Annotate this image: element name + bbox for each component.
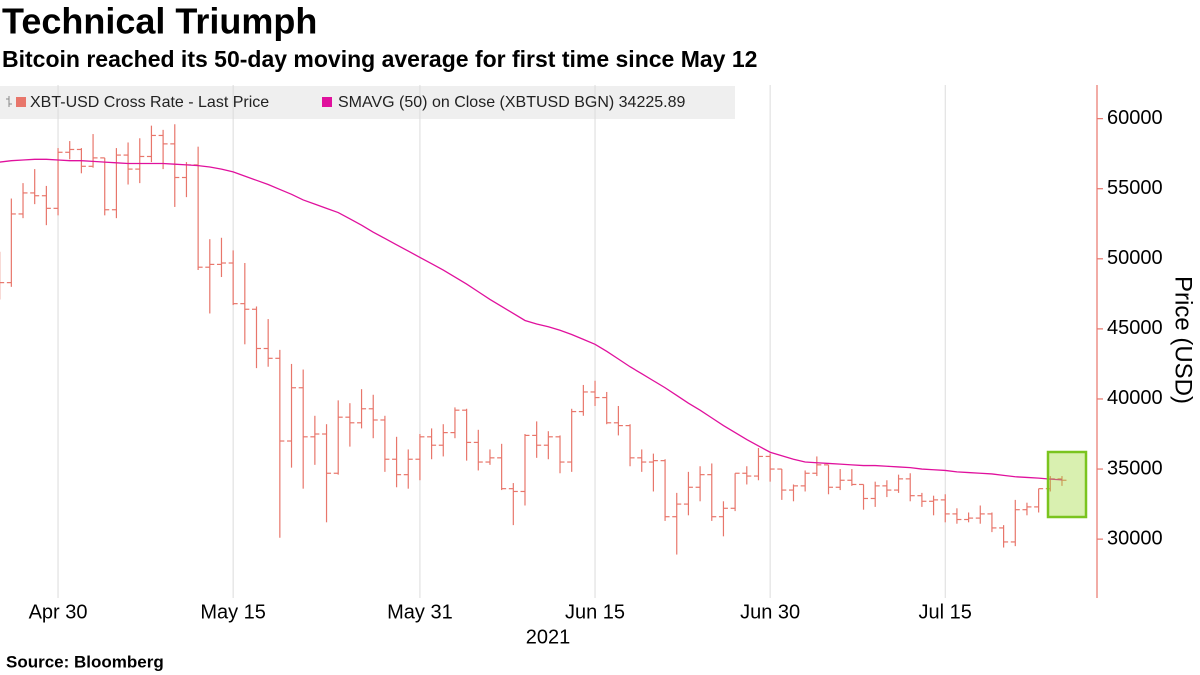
highlight-box xyxy=(1046,450,1088,519)
source: Source: Bloomberg xyxy=(6,652,164,671)
x-axis-year: 2021 xyxy=(526,626,571,648)
legend-swatch xyxy=(322,97,332,107)
x-tick-label: May 15 xyxy=(200,601,266,623)
x-tick-label: May 31 xyxy=(387,601,453,623)
legend-box xyxy=(0,86,735,119)
legend-label: SMAVG (50) on Close (XBTUSD BGN) 34225.8… xyxy=(338,94,685,111)
y-tick-label: 55000 xyxy=(1107,177,1163,199)
x-tick-label: Apr 30 xyxy=(29,601,88,623)
x-tick-label: Jun 15 xyxy=(565,601,625,623)
legend-label: XBT-USD Cross Rate - Last Price xyxy=(30,94,269,111)
y-tick-label: 35000 xyxy=(1107,457,1163,479)
chart-title: Technical Triumph xyxy=(2,1,317,42)
chart-subtitle: Bitcoin reached its 50-day moving averag… xyxy=(2,46,757,72)
plot-area: Apr 30 May 15 May 31 Jun 15 Jun 30 Jul 15 3000… xyxy=(0,85,1163,623)
y-tick-label: 45000 xyxy=(1107,317,1163,339)
x-tick-label: Jun 30 xyxy=(740,601,800,623)
y-tick-label: 40000 xyxy=(1107,387,1163,409)
y-tick-label: 50000 xyxy=(1107,247,1163,269)
y-tick-label: 60000 xyxy=(1107,107,1163,129)
moving-average-line xyxy=(0,158,1063,481)
legend-swatch xyxy=(16,97,26,107)
y-axis-title: Price (USD) xyxy=(1170,276,1197,404)
x-tick-label: Jul 15 xyxy=(919,601,972,623)
y-tick-label: 30000 xyxy=(1107,527,1163,549)
